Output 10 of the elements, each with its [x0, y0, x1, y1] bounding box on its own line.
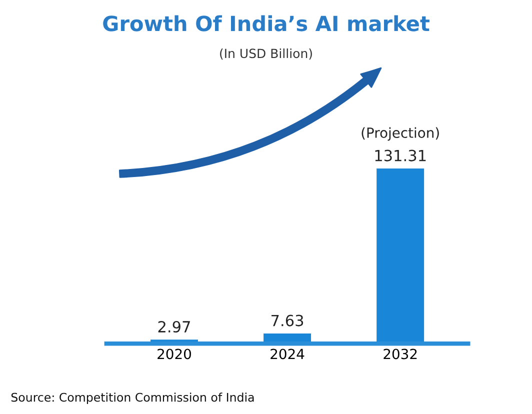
- data-label: 131.31: [375, 150, 426, 162]
- chart-title: Growth Of India’s AI market: [103, 15, 430, 32]
- data-label: 7.63: [272, 314, 304, 326]
- chart-subtitle: (In USD Billion): [220, 48, 312, 60]
- x-tick-label: 2020: [158, 348, 191, 360]
- x-tick-label: 2032: [384, 348, 417, 360]
- x-tick-label: 2024: [270, 348, 304, 360]
- annotation: (Projection): [362, 127, 439, 141]
- source-note: Source: Competition Commission of India: [11, 392, 254, 404]
- data-label: 2.97: [158, 320, 190, 333]
